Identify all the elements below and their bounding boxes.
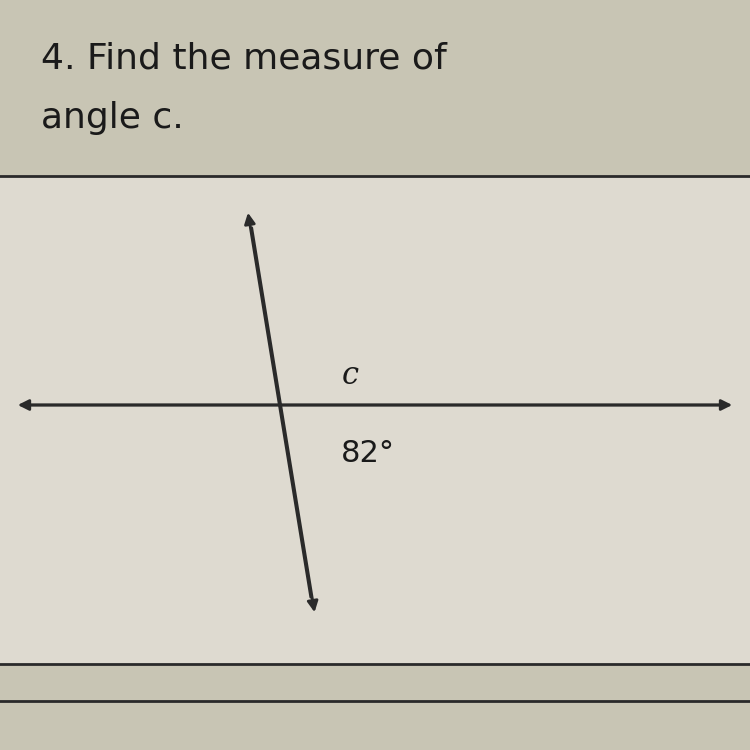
Polygon shape [0,176,750,664]
Text: angle c.: angle c. [41,101,184,135]
Text: 4. Find the measure of: 4. Find the measure of [41,41,447,75]
Text: 82°: 82° [341,439,395,468]
Text: c: c [341,359,358,391]
